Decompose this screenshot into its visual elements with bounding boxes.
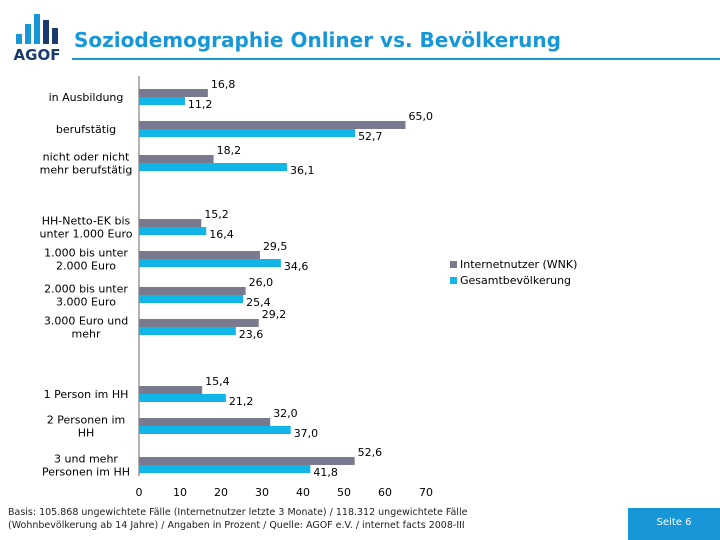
- bar: [139, 418, 271, 426]
- bar-chart: in Ausbildung 16,8 11,2 berufstätig 65,0 52,7…: [40, 76, 577, 499]
- category-label: HH-Netto-EK bis: [42, 215, 131, 228]
- data-label: 37,0: [294, 427, 319, 440]
- data-label: 16,8: [211, 78, 236, 91]
- bar: [139, 163, 288, 171]
- bar: [139, 465, 311, 473]
- category-label: 3 und mehr: [54, 453, 118, 466]
- data-label: 21,2: [229, 395, 254, 408]
- category-label: nicht oder nicht: [43, 151, 130, 164]
- data-label: 16,4: [209, 228, 234, 241]
- bar: [139, 129, 356, 137]
- data-label: 32,0: [273, 407, 298, 420]
- bar: [139, 89, 208, 97]
- x-tick-label: 30: [255, 486, 269, 499]
- title-divider: [72, 58, 720, 60]
- page-title: Soziodemographie Onliner vs. Bevölkerung: [74, 28, 561, 52]
- x-tick-label: 20: [214, 486, 228, 499]
- logo-bars-icon: [16, 14, 58, 44]
- data-label: 29,5: [263, 240, 288, 253]
- x-tick-label: 50: [337, 486, 351, 499]
- page-number: Seite 6: [656, 517, 692, 528]
- bar: [139, 394, 226, 402]
- category-label: HH: [78, 427, 95, 440]
- footnote: Basis: 105.868 ungewichtete Fälle (Inter…: [8, 506, 568, 532]
- category-label: mehr: [72, 328, 101, 341]
- x-tick-label: 60: [378, 486, 392, 499]
- data-label: 29,2: [262, 308, 287, 321]
- data-label: 15,2: [204, 208, 229, 221]
- footnote-line-1: Basis: 105.868 ungewichtete Fälle (Inter…: [8, 507, 468, 518]
- legend-label: Internetnutzer (WNK): [460, 258, 577, 271]
- legend-swatch: [450, 261, 457, 268]
- category-label: berufstätig: [56, 123, 116, 136]
- bar: [139, 295, 244, 303]
- data-label: 52,7: [358, 130, 383, 143]
- data-label: 36,1: [290, 164, 315, 177]
- bar: [139, 97, 185, 105]
- bar: [139, 121, 406, 129]
- category-label: Personen im HH: [42, 466, 130, 479]
- bar: [139, 259, 281, 267]
- bar: [139, 251, 260, 259]
- data-label: 15,4: [205, 375, 230, 388]
- x-tick-label: 40: [296, 486, 310, 499]
- category-label: 3.000 Euro: [56, 296, 116, 309]
- category-label: 1.000 bis unter: [44, 247, 128, 260]
- bar: [139, 155, 214, 163]
- bar: [139, 227, 207, 235]
- legend-swatch: [450, 277, 457, 284]
- category-label: 1 Person im HH: [44, 388, 129, 401]
- category-label: 2 Personen im: [47, 414, 125, 427]
- data-label: 65,0: [409, 110, 434, 123]
- bar: [139, 287, 246, 295]
- category-label: 2.000 bis unter: [44, 283, 128, 296]
- x-tick-label: 70: [419, 486, 433, 499]
- category-label: 2.000 Euro: [56, 260, 116, 273]
- bar: [139, 426, 291, 434]
- data-label: 25,4: [246, 296, 271, 309]
- logo-text: AGOF: [14, 46, 61, 62]
- data-label: 41,8: [313, 466, 338, 479]
- category-label: 3.000 Euro und: [44, 315, 128, 328]
- data-label: 26,0: [249, 276, 274, 289]
- x-tick-label: 10: [173, 486, 187, 499]
- data-label: 23,6: [239, 328, 264, 341]
- category-label: unter 1.000 Euro: [40, 228, 133, 241]
- legend-label: Gesamtbevölkerung: [460, 274, 571, 287]
- bar: [139, 319, 259, 327]
- bar: [139, 219, 202, 227]
- footnote-line-2: (Wohnbevölkerung ab 14 Jahre) / Angaben …: [8, 520, 465, 531]
- agof-logo: AGOF: [14, 14, 61, 62]
- bar: [139, 327, 236, 335]
- page-number-box: Seite 6: [628, 508, 720, 540]
- category-label: in Ausbildung: [49, 91, 124, 104]
- x-tick-label: 0: [136, 486, 143, 499]
- data-label: 18,2: [217, 144, 242, 157]
- category-label: mehr berufstätig: [40, 164, 133, 177]
- data-label: 52,6: [358, 446, 383, 459]
- data-label: 34,6: [284, 260, 309, 273]
- bar: [139, 386, 203, 394]
- data-label: 11,2: [188, 98, 213, 111]
- bar: [139, 457, 355, 465]
